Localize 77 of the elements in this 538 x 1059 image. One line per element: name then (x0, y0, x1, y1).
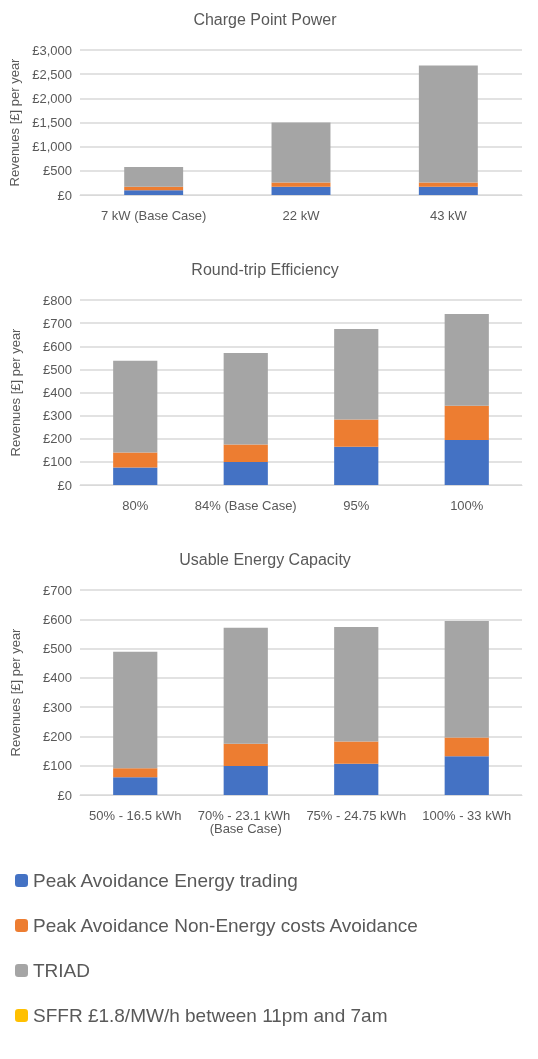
y-tick-label: £500 (43, 641, 72, 657)
y-tick-label: £2,500 (32, 66, 72, 82)
y-tick-label: £700 (43, 315, 72, 331)
bar (113, 452, 158, 468)
y-tick-label: £800 (43, 292, 72, 308)
y-tick-label: £500 (43, 163, 72, 179)
y-tick-label: £300 (43, 699, 72, 715)
y-tick-label: £1,500 (32, 115, 72, 130)
y-tick-label: £400 (43, 670, 72, 686)
bar (271, 122, 331, 183)
y-axis-title: Revenues [£] per year (8, 627, 23, 757)
x-tick-label: 100% - 33 kWh (422, 808, 512, 823)
x-tick-label: 84% (Base Case) (194, 498, 297, 513)
chart-title: Charge Point Power (193, 10, 338, 28)
bar (444, 405, 489, 440)
y-tick-label: £0 (57, 477, 72, 493)
y-tick-label: £300 (43, 408, 72, 424)
bar (334, 419, 379, 447)
bar (124, 190, 184, 195)
bar (444, 621, 489, 738)
bar (271, 182, 331, 187)
bar (113, 360, 158, 453)
y-tick-label: £600 (43, 611, 72, 627)
bar (444, 439, 489, 485)
chart-title: Round-trip Efficiency (191, 260, 339, 278)
bar (334, 626, 379, 742)
x-tick-label: 22 kW (282, 208, 321, 223)
bar (444, 737, 489, 757)
bar (124, 166, 184, 187)
bar (418, 65, 478, 183)
bar (113, 651, 158, 769)
bar (444, 313, 489, 406)
y-axis-title: Revenues [£] per year (7, 57, 23, 187)
bar (418, 182, 478, 187)
y-tick-label: £700 (43, 582, 72, 598)
bar (113, 768, 158, 778)
x-tick-label: 50% - 16.5 kWh (89, 808, 182, 823)
y-tick-label: £200 (43, 431, 72, 447)
bar (113, 777, 158, 795)
y-tick-label: £3,000 (32, 42, 72, 58)
y-tick-label: £100 (43, 454, 72, 470)
x-tick-label: 7 kW (Base Case) (100, 208, 207, 223)
bar (223, 461, 268, 485)
chart-title: Usable Energy Capacity (179, 550, 351, 568)
bar (223, 766, 268, 795)
bar (334, 741, 379, 764)
legend-label: TRIAD (33, 960, 90, 981)
y-tick-label: £2,000 (32, 90, 72, 106)
y-tick-label: £100 (43, 758, 72, 774)
y-axis-title: Revenues [£] per year (8, 327, 23, 457)
bar (223, 444, 268, 462)
legend-label: Peak Avoidance Non-Energy costs Avoidance (33, 915, 418, 936)
x-tick-label: 75% - 24.75 kWh (306, 808, 407, 823)
bar (113, 467, 158, 485)
legend-label: Peak Avoidance Energy trading (33, 870, 298, 891)
y-tick-label: £500 (43, 361, 72, 377)
bar (334, 328, 379, 420)
bar (223, 743, 268, 767)
x-tick-label: 70% - 23.1 kWh (Base Case) (197, 808, 294, 836)
x-tick-label: 43 kW (429, 208, 468, 223)
bar (418, 186, 478, 195)
y-tick-label: £200 (43, 728, 72, 744)
x-tick-label: 95% (343, 498, 370, 513)
bar (271, 186, 331, 195)
y-tick-label: £1,000 (32, 139, 72, 155)
bar (444, 756, 489, 795)
x-tick-label: 100% (450, 498, 484, 513)
x-tick-label: 80% (122, 498, 149, 513)
bar (334, 763, 379, 795)
y-tick-label: £600 (43, 338, 72, 354)
y-tick-label: £0 (57, 787, 72, 803)
bar (223, 627, 268, 744)
legend-label: SFFR £1.8/MW/h between 11pm and 7am (33, 1005, 388, 1026)
bar (334, 446, 379, 485)
y-tick-label: £0 (57, 187, 72, 203)
y-tick-label: £400 (43, 385, 72, 400)
bar (223, 352, 268, 445)
